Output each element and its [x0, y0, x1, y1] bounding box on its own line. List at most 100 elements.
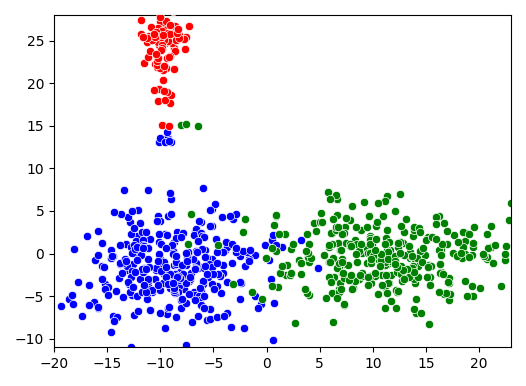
- Point: [365, 213, 373, 219]
- Point: [143, 35, 151, 41]
- Point: [186, 276, 195, 282]
- Point: [206, 223, 214, 229]
- Point: [177, 234, 185, 240]
- Point: [178, 271, 187, 278]
- Point: [326, 195, 334, 201]
- Point: [432, 221, 441, 227]
- Point: [172, 37, 180, 43]
- Point: [372, 236, 380, 242]
- Point: [208, 271, 217, 277]
- Point: [138, 266, 146, 272]
- Point: [201, 254, 209, 260]
- Point: [203, 317, 211, 323]
- Point: [161, 268, 169, 274]
- Point: [332, 223, 340, 230]
- Point: [174, 289, 183, 295]
- Point: [453, 239, 462, 245]
- Point: [340, 230, 349, 236]
- Point: [153, 61, 161, 68]
- Point: [248, 289, 257, 295]
- Point: [158, 122, 167, 128]
- Point: [424, 234, 433, 240]
- Point: [178, 261, 186, 267]
- Point: [459, 244, 467, 250]
- Point: [436, 261, 444, 267]
- Point: [366, 280, 374, 286]
- Point: [108, 313, 117, 319]
- Point: [165, 123, 173, 129]
- Point: [167, 279, 175, 286]
- Point: [148, 289, 157, 295]
- Point: [170, 66, 178, 73]
- Point: [335, 286, 343, 292]
- Point: [166, 284, 174, 291]
- Point: [172, 261, 180, 267]
- Point: [368, 241, 376, 247]
- Point: [163, 232, 171, 238]
- Point: [425, 321, 433, 327]
- Point: [262, 255, 271, 261]
- Point: [352, 224, 360, 230]
- Point: [191, 266, 199, 272]
- Point: [118, 293, 127, 300]
- Point: [132, 238, 140, 244]
- Point: [426, 282, 434, 288]
- Point: [303, 290, 311, 296]
- Point: [356, 271, 365, 278]
- Point: [156, 47, 165, 53]
- Point: [143, 291, 151, 297]
- Point: [163, 55, 171, 61]
- Point: [406, 249, 414, 255]
- Point: [197, 230, 205, 237]
- Point: [384, 279, 392, 286]
- Point: [183, 257, 191, 263]
- Point: [139, 60, 148, 66]
- Point: [275, 231, 284, 237]
- Point: [158, 30, 167, 36]
- Point: [384, 256, 392, 262]
- Point: [502, 243, 510, 249]
- Point: [198, 246, 206, 252]
- Point: [129, 284, 137, 290]
- Point: [144, 283, 153, 289]
- Point: [372, 219, 381, 225]
- Point: [272, 247, 280, 254]
- Point: [487, 223, 495, 230]
- Point: [153, 32, 161, 39]
- Point: [57, 303, 65, 309]
- Point: [191, 260, 200, 266]
- Point: [469, 240, 477, 246]
- Point: [305, 259, 313, 265]
- Point: [237, 279, 246, 286]
- Point: [270, 300, 278, 306]
- Point: [408, 253, 416, 259]
- Point: [166, 190, 174, 196]
- Point: [119, 187, 128, 193]
- Point: [414, 274, 422, 281]
- Point: [151, 61, 159, 67]
- Point: [381, 241, 390, 247]
- Point: [283, 262, 291, 269]
- Point: [169, 262, 178, 268]
- Point: [160, 37, 168, 43]
- Point: [157, 241, 165, 247]
- Point: [169, 8, 178, 14]
- Point: [173, 30, 181, 36]
- Point: [256, 301, 265, 307]
- Point: [383, 193, 391, 200]
- Point: [191, 265, 200, 271]
- Point: [440, 291, 448, 297]
- Point: [251, 252, 259, 258]
- Point: [101, 281, 109, 287]
- Point: [170, 285, 179, 291]
- Point: [183, 258, 191, 264]
- Point: [165, 303, 174, 310]
- Point: [385, 279, 393, 286]
- Point: [461, 230, 470, 236]
- Point: [229, 216, 238, 222]
- Point: [409, 262, 418, 269]
- Point: [381, 198, 389, 205]
- Point: [142, 289, 150, 295]
- Point: [199, 185, 207, 191]
- Point: [384, 249, 392, 255]
